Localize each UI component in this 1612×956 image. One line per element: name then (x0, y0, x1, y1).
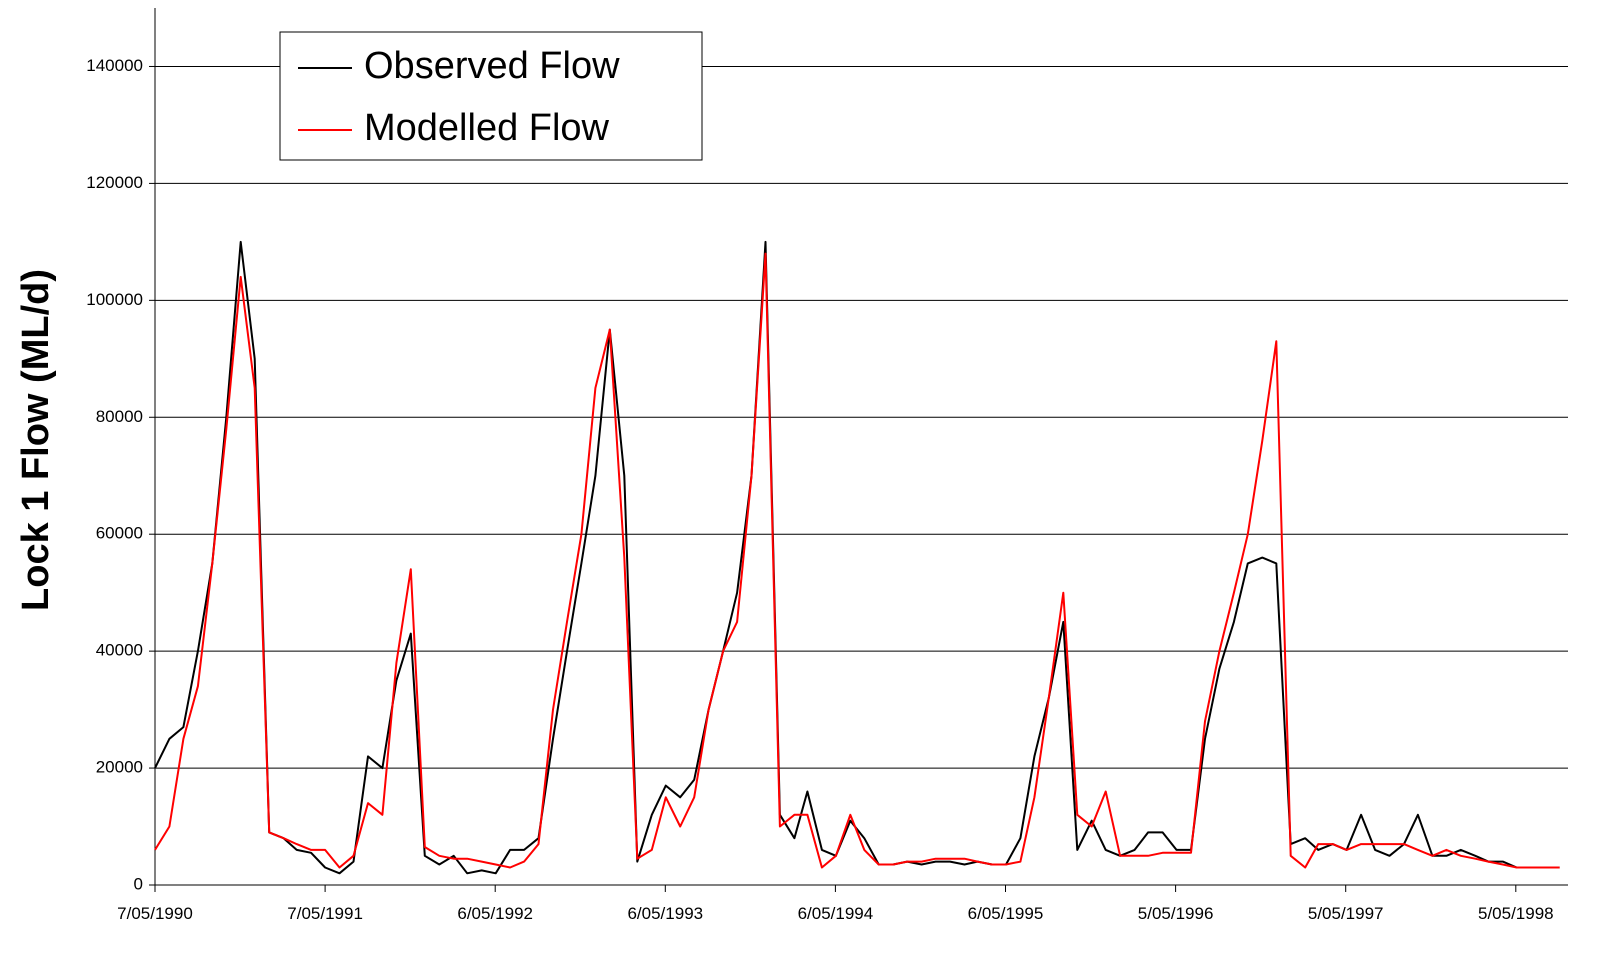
line (154, 252, 1560, 869)
x-tick-label: 6/05/1992 (457, 904, 533, 923)
y-tick-label: 40000 (96, 641, 143, 660)
x-tick-label: 6/05/1993 (627, 904, 703, 923)
x-tick-label: 5/05/1998 (1478, 904, 1554, 923)
y-tick-label: 20000 (96, 758, 143, 777)
y-axis-label: Lock 1 Flow (ML/d) (15, 269, 57, 611)
y-tick-label: 100000 (86, 290, 143, 309)
x-tick-label: 7/05/1991 (287, 904, 363, 923)
legend-label: Observed Flow (364, 45, 620, 87)
x-tick-label: 5/05/1996 (1138, 904, 1214, 923)
x-tick-label: 6/05/1994 (798, 904, 874, 923)
y-tick-label: 80000 (96, 407, 143, 426)
x-tick-label: 5/05/1997 (1308, 904, 1384, 923)
y-tick-label: 120000 (86, 173, 143, 192)
y-tick-label: 0 (134, 874, 143, 893)
legend (279, 31, 703, 161)
x-tick-label: 6/05/1995 (968, 904, 1044, 923)
y-tick-label: 60000 (96, 524, 143, 543)
x-tick-label: 7/05/1990 (117, 904, 193, 923)
y-tick-label: 140000 (86, 56, 143, 75)
line (154, 240, 1560, 875)
legend-label: Modelled Flow (364, 107, 610, 149)
